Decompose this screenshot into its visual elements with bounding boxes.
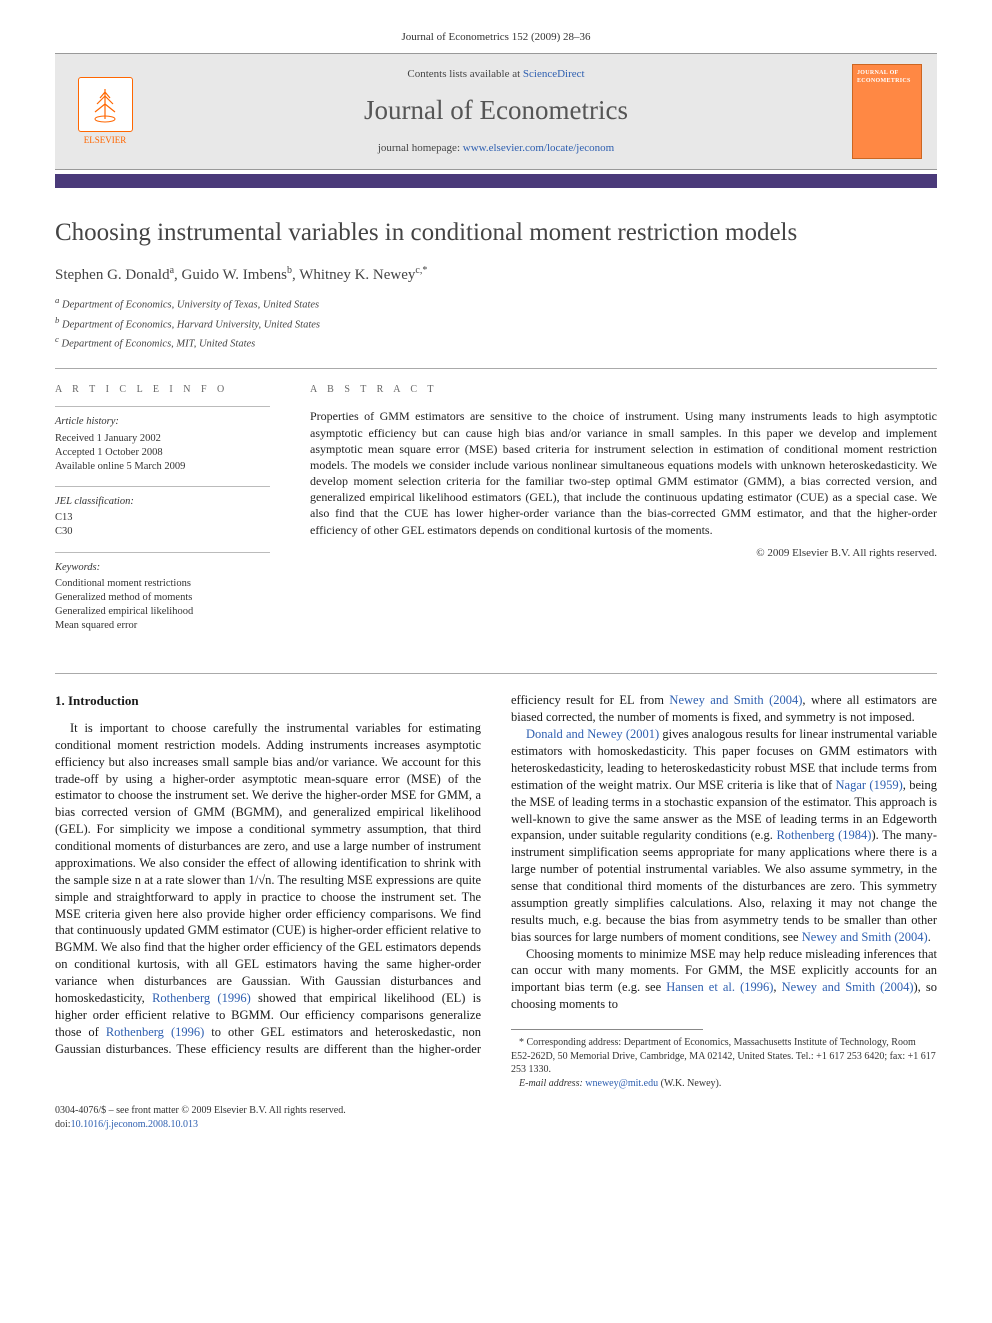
abstract-heading: A B S T R A C T (310, 383, 937, 397)
author-list: Stephen G. Donalda, Guido W. Imbensb, Wh… (55, 264, 937, 285)
affiliation-c: c Department of Economics, MIT, United S… (55, 334, 937, 352)
ref-newey-smith-2004[interactable]: Newey and Smith (2004) (669, 693, 802, 707)
intro-paragraph-2: Donald and Newey (2001) gives analogous … (511, 726, 937, 945)
article-info-heading: A R T I C L E I N F O (55, 383, 270, 397)
email-owner: (W.K. Newey). (661, 1078, 722, 1089)
ref-rothenberg-1984[interactable]: Rothenberg (1984) (776, 828, 871, 842)
author-1: Stephen G. Donalda (55, 267, 174, 283)
author-2: Guido W. Imbensb (182, 267, 292, 283)
article-title: Choosing instrumental variables in condi… (55, 216, 937, 250)
intro-paragraph-3: Choosing moments to minimize MSE may hel… (511, 946, 937, 1014)
jel-code-2: C30 (55, 525, 270, 539)
elsevier-label: ELSEVIER (84, 134, 127, 146)
ref-nagar-1959[interactable]: Nagar (1959) (836, 778, 903, 792)
footer-doi: doi:10.1016/j.jeconom.2008.10.013 (55, 1118, 937, 1132)
history-received: Received 1 January 2002 (55, 432, 270, 446)
homepage-link[interactable]: www.elsevier.com/locate/jeconom (463, 142, 614, 154)
jel-code-1: C13 (55, 511, 270, 525)
journal-cover-thumbnail: JOURNAL OF ECONOMETRICS (852, 64, 922, 159)
elsevier-tree-icon (78, 77, 133, 132)
abstract-block: A B S T R A C T Properties of GMM estima… (310, 383, 937, 646)
article-history-block: Article history: Received 1 January 2002… (55, 406, 270, 474)
p2-text-c: ). The many-instrument simplification se… (511, 828, 937, 943)
sciencedirect-link[interactable]: ScienceDirect (523, 68, 585, 80)
body-columns: 1. Introduction It is important to choos… (55, 673, 937, 1090)
doi-label: doi: (55, 1119, 71, 1130)
ref-hansen-1996[interactable]: Hansen et al. (1996) (666, 980, 773, 994)
keyword-4: Mean squared error (55, 619, 270, 633)
affiliations: a Department of Economics, University of… (55, 295, 937, 352)
p3-text-b: , (773, 980, 781, 994)
keywords-label: Keywords: (55, 561, 270, 575)
homepage-line: journal homepage: www.elsevier.com/locat… (155, 141, 837, 156)
footer-copyright: 0304-4076/$ – see front matter © 2009 El… (55, 1104, 937, 1118)
elsevier-logo: ELSEVIER (70, 74, 140, 149)
cover-title: JOURNAL OF ECONOMETRICS (857, 69, 917, 85)
jel-block: JEL classification: C13 C30 (55, 486, 270, 540)
affiliation-a: a Department of Economics, University of… (55, 295, 937, 313)
ref-newey-smith-2004-b[interactable]: Newey and Smith (2004) (802, 930, 928, 944)
accent-bar (55, 174, 937, 188)
p2-text-d: . (928, 930, 931, 944)
journal-name: Journal of Econometrics (155, 92, 837, 128)
abstract-text: Properties of GMM estimators are sensiti… (310, 408, 937, 538)
email-label: E-mail address: (519, 1078, 583, 1089)
page-footer: 0304-4076/$ – see front matter © 2009 El… (55, 1104, 937, 1131)
ref-rothenberg-1996-b[interactable]: Rothenberg (1996) (106, 1025, 204, 1039)
corresponding-footnote: * Corresponding address: Department of E… (511, 1036, 937, 1077)
email-link[interactable]: wnewey@mit.edu (585, 1078, 658, 1089)
footnote-separator (511, 1029, 703, 1030)
header-citation: Journal of Econometrics 152 (2009) 28–36 (55, 30, 937, 45)
history-accepted: Accepted 1 October 2008 (55, 446, 270, 460)
contents-available-line: Contents lists available at ScienceDirec… (155, 67, 837, 82)
abstract-copyright: © 2009 Elsevier B.V. All rights reserved… (310, 546, 937, 561)
p1-text-a: It is important to choose carefully the … (55, 721, 481, 988)
keyword-3: Generalized empirical likelihood (55, 605, 270, 619)
journal-banner: ELSEVIER Contents lists available at Sci… (55, 53, 937, 170)
homepage-prefix: journal homepage: (378, 142, 463, 154)
article-info-sidebar: A R T I C L E I N F O Article history: R… (55, 383, 270, 646)
contents-prefix: Contents lists available at (407, 68, 522, 80)
email-footnote: E-mail address: wnewey@mit.edu (W.K. New… (511, 1077, 937, 1091)
history-online: Available online 5 March 2009 (55, 460, 270, 474)
ref-donald-newey-2001[interactable]: Donald and Newey (2001) (526, 727, 659, 741)
section-1-heading: 1. Introduction (55, 692, 481, 710)
keyword-2: Generalized method of moments (55, 591, 270, 605)
author-3: Whitney K. Neweyc,* (299, 267, 427, 283)
doi-link[interactable]: 10.1016/j.jeconom.2008.10.013 (71, 1119, 199, 1130)
ref-rothenberg-1996[interactable]: Rothenberg (1996) (152, 991, 251, 1005)
ref-newey-smith-2004-c[interactable]: Newey and Smith (2004) (782, 980, 914, 994)
jel-label: JEL classification: (55, 495, 270, 509)
keyword-1: Conditional moment restrictions (55, 577, 270, 591)
banner-center: Contents lists available at ScienceDirec… (155, 67, 837, 155)
history-label: Article history: (55, 415, 270, 429)
keywords-block: Keywords: Conditional moment restriction… (55, 552, 270, 634)
affiliation-b: b Department of Economics, Harvard Unive… (55, 315, 937, 333)
